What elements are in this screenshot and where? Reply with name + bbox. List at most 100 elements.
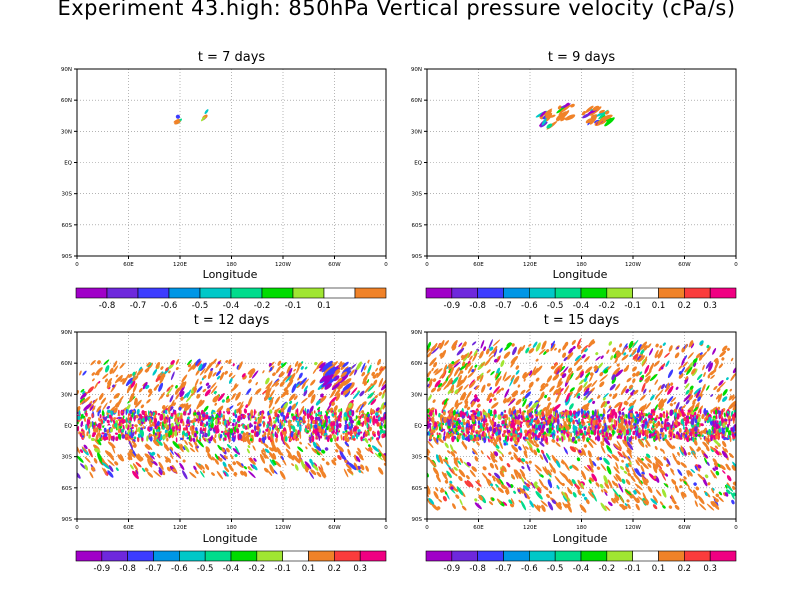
field-blob — [139, 456, 144, 461]
field-blob — [652, 495, 658, 504]
field-blob — [477, 424, 480, 429]
field-blob — [718, 491, 723, 496]
field-blob — [450, 451, 456, 458]
field-blob — [612, 367, 621, 376]
field-blob — [465, 427, 468, 434]
y-tick-label: 60S — [412, 486, 423, 492]
field-blob — [561, 416, 565, 419]
field-blob — [109, 427, 114, 433]
field-blob — [247, 368, 255, 375]
field-blob — [196, 386, 203, 393]
colorbar-swatch — [606, 287, 633, 299]
field-blob — [627, 472, 631, 477]
field-blob — [175, 418, 178, 425]
field-blob — [371, 445, 380, 453]
field-blob — [582, 415, 586, 418]
field-blob — [648, 420, 653, 424]
field-blob — [490, 436, 493, 440]
field-blob — [363, 365, 367, 371]
field-blob — [192, 385, 197, 391]
field-blob — [101, 436, 104, 441]
field-blob — [525, 404, 529, 409]
field-blob — [473, 349, 478, 357]
field-blob — [350, 419, 353, 423]
field-blob — [624, 454, 632, 463]
field-blob — [549, 415, 552, 419]
field-blob — [331, 382, 340, 391]
field-blob — [631, 436, 635, 440]
field-blob — [692, 436, 695, 443]
field-blob — [666, 421, 670, 425]
field-blob — [364, 418, 367, 425]
field-blob — [604, 426, 608, 431]
field-blob — [144, 415, 148, 422]
field-blob — [643, 345, 648, 351]
field-blob — [345, 463, 352, 470]
field-blob — [290, 413, 294, 417]
field-blob — [158, 461, 164, 471]
field-blob — [655, 462, 659, 469]
field-blob — [675, 401, 680, 411]
field-blob — [324, 366, 336, 377]
field-blob — [436, 506, 441, 510]
colorbar-swatch — [75, 550, 103, 562]
field-blob — [467, 365, 474, 374]
field-blob — [101, 462, 110, 470]
field-blob — [193, 432, 197, 438]
field-blob — [635, 503, 640, 511]
field-blob — [369, 407, 373, 415]
field-blob — [481, 472, 488, 480]
field-blob — [148, 388, 152, 393]
field-blob — [664, 385, 671, 393]
x-axis-label: Longitude — [202, 532, 258, 545]
field-blob — [535, 342, 541, 352]
field-blob — [712, 347, 717, 355]
field-blob — [108, 433, 112, 440]
field-blob — [513, 447, 519, 453]
field-blob — [237, 433, 240, 440]
field-blob — [571, 339, 576, 345]
field-blob — [519, 469, 526, 477]
field-blob — [637, 355, 642, 361]
field-blob — [602, 397, 606, 401]
field-blob — [368, 446, 373, 451]
field-blob — [489, 462, 494, 469]
field-blob — [204, 427, 207, 433]
field-blob — [503, 439, 509, 446]
field-blob — [223, 411, 225, 414]
field-blob — [612, 455, 620, 462]
field-blob — [110, 384, 117, 393]
field-blob — [526, 463, 531, 472]
field-blob — [374, 418, 379, 424]
field-blob — [286, 390, 289, 394]
field-blob — [615, 462, 619, 470]
field-blob — [534, 413, 538, 417]
field-blob — [237, 417, 241, 422]
field-blob — [568, 435, 572, 438]
field-blob — [515, 365, 520, 370]
field-blob — [505, 425, 509, 429]
field-blob — [626, 449, 632, 455]
field-blob — [219, 457, 223, 462]
field-blob — [686, 412, 690, 416]
x-tick-label: 60E — [123, 262, 134, 268]
colorbar-label: 0.1 — [302, 564, 316, 574]
field-blob — [225, 360, 229, 363]
field-blob — [285, 375, 292, 383]
field-blob — [189, 447, 196, 453]
field-blob — [670, 382, 674, 386]
field-blob — [106, 429, 110, 434]
field-blob — [509, 437, 513, 442]
field-blob — [528, 381, 534, 388]
field-blob — [728, 435, 731, 438]
field-blob — [147, 362, 154, 370]
field-blob — [500, 468, 504, 472]
field-blob — [722, 440, 727, 448]
field-blob — [615, 483, 619, 488]
field-blob — [268, 447, 274, 452]
field-blob — [324, 447, 329, 451]
field-blob — [112, 365, 119, 374]
field-blob — [117, 430, 121, 434]
field-blob — [296, 381, 301, 385]
field-blob — [106, 405, 110, 410]
